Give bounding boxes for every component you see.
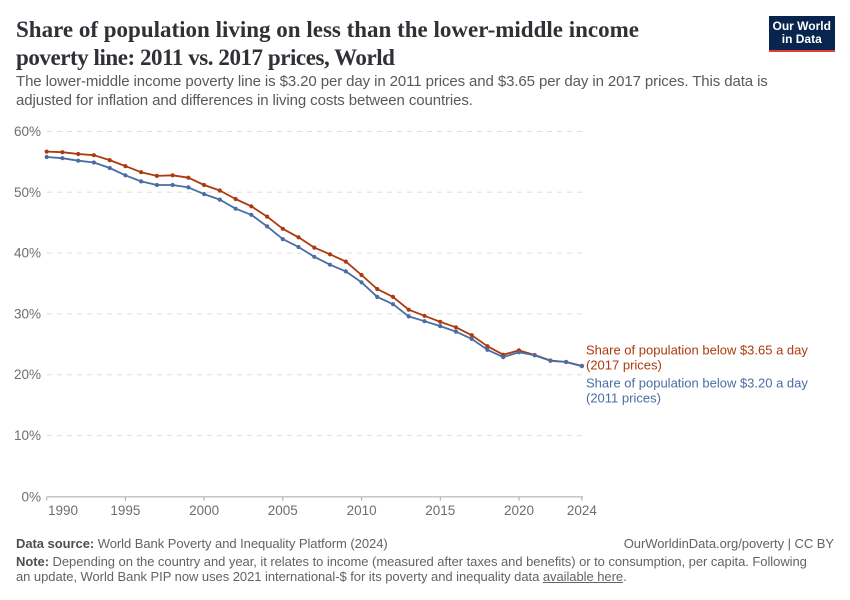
svg-text:(2011 prices): (2011 prices) [586, 391, 661, 406]
svg-text:2010: 2010 [347, 503, 377, 518]
svg-text:10%: 10% [14, 428, 41, 443]
svg-text:60%: 60% [14, 124, 41, 139]
svg-text:50%: 50% [14, 185, 41, 200]
svg-text:1990: 1990 [48, 503, 78, 518]
svg-text:1995: 1995 [110, 503, 140, 518]
svg-text:40%: 40% [14, 246, 41, 261]
svg-text:2020: 2020 [504, 503, 534, 518]
svg-text:0%: 0% [21, 489, 41, 504]
svg-text:2024: 2024 [567, 503, 598, 518]
svg-text:20%: 20% [14, 367, 41, 382]
svg-text:(2017 prices): (2017 prices) [586, 358, 662, 373]
svg-text:Share of population below $3.2: Share of population below $3.20 a day [586, 376, 808, 391]
svg-text:2005: 2005 [268, 503, 298, 518]
svg-text:Share of population below $3.6: Share of population below $3.65 a day [586, 343, 808, 358]
svg-text:30%: 30% [14, 306, 41, 321]
svg-text:2015: 2015 [425, 503, 455, 518]
svg-text:2000: 2000 [189, 503, 219, 518]
